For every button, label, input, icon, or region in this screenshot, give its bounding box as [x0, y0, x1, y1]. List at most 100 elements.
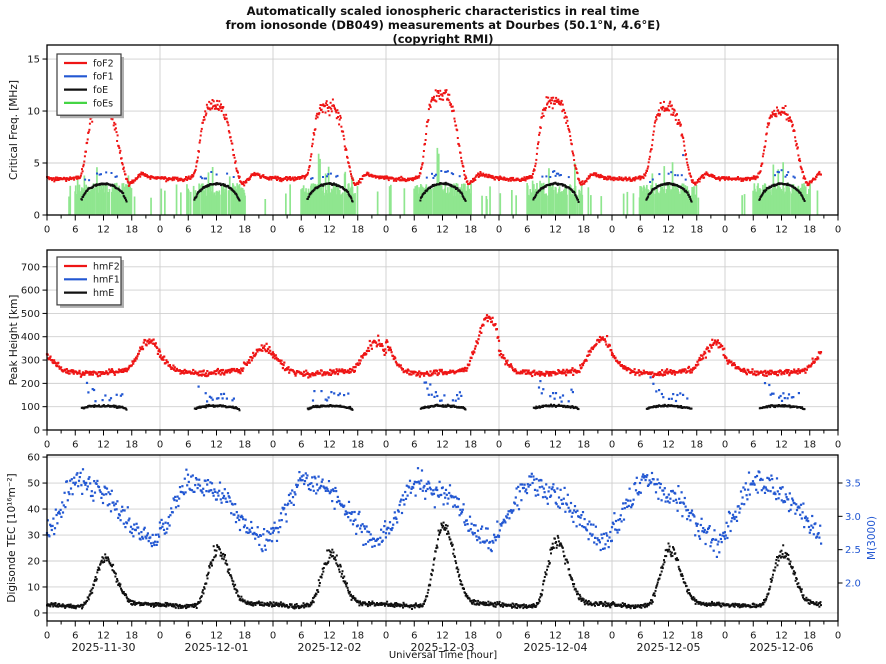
hour-tick-label: 12: [775, 225, 788, 236]
hour-tick-label: 0: [157, 225, 163, 236]
y-tick-label: 400: [21, 332, 40, 343]
series-hmF1: [85, 376, 800, 403]
legend-label-foEs: foEs: [93, 98, 113, 109]
hour-tick-label: 0: [44, 225, 50, 236]
hour-tick-label: 0: [496, 440, 502, 451]
hour-tick-label: 6: [185, 440, 191, 451]
date-label: 2025-12-05: [637, 641, 701, 654]
hour-tick-label: 6: [524, 631, 530, 642]
hour-tick-label: 12: [436, 631, 449, 642]
hour-tick-label: 12: [662, 225, 675, 236]
hour-tick-label: 0: [44, 631, 50, 642]
hour-tick-label: 18: [125, 631, 138, 642]
y-tick-label: 200: [21, 379, 40, 390]
panel-grid-peak-height: [47, 250, 838, 430]
hour-tick-label: 18: [803, 440, 816, 451]
hour-tick-label: 0: [835, 225, 841, 236]
hour-tick-label: 6: [750, 631, 756, 642]
date-label: 2025-12-04: [524, 641, 588, 654]
y-tick-label: 0: [34, 608, 40, 619]
y-tick-label: 10: [27, 107, 40, 118]
hour-tick-label: 18: [125, 225, 138, 236]
right-y-tick-label: 2.0: [845, 579, 861, 590]
legend-label-hmF1: hmF1: [93, 275, 120, 286]
hour-tick-label: 12: [210, 631, 223, 642]
hour-tick-label: 0: [270, 440, 276, 451]
hour-tick-label: 0: [722, 440, 728, 451]
y-tick-label: 15: [27, 55, 40, 66]
hour-tick-label: 18: [351, 631, 364, 642]
hour-tick-label: 6: [72, 440, 78, 451]
hour-tick-label: 6: [411, 225, 417, 236]
hour-tick-label: 0: [835, 631, 841, 642]
hour-tick-label: 6: [637, 225, 643, 236]
hour-tick-label: 6: [298, 440, 304, 451]
hour-tick-label: 0: [157, 631, 163, 642]
hour-tick-label: 12: [549, 440, 562, 451]
y-tick-label: 60: [27, 453, 40, 464]
hour-tick-label: 18: [690, 225, 703, 236]
date-label: 2025-11-30: [72, 641, 136, 654]
series-foF2: [46, 89, 822, 187]
y-axis-label-peak-height: Peak Height [km]: [8, 294, 20, 386]
hour-tick-label: 12: [97, 440, 110, 451]
hour-tick-label: 0: [722, 225, 728, 236]
hour-tick-label: 12: [97, 631, 110, 642]
hour-tick-label: 6: [637, 440, 643, 451]
legend-label-foE: foE: [93, 85, 108, 96]
right-y-tick-label: 3.0: [845, 512, 861, 523]
hour-tick-label: 0: [609, 631, 615, 642]
y-tick-label: 40: [27, 505, 40, 516]
hour-tick-label: 18: [690, 631, 703, 642]
hour-tick-label: 6: [298, 225, 304, 236]
series-foF1: [84, 154, 796, 183]
legend-label-hmF2: hmF2: [93, 261, 120, 272]
hour-tick-label: 12: [662, 440, 675, 451]
legend-critical-frequency: foF2 foF1 foE foEs: [56, 53, 124, 119]
hour-tick-label: 12: [323, 631, 336, 642]
hour-tick-label: 0: [609, 225, 615, 236]
hour-tick-label: 18: [351, 440, 364, 451]
hour-tick-label: 6: [524, 225, 530, 236]
y-tick-label: 700: [21, 262, 40, 273]
hour-tick-label: 6: [524, 440, 530, 451]
y-axis-label-digisonde-tec: Digisonde TEC [10¹⁶m⁻²]: [6, 473, 18, 603]
hour-tick-label: 6: [298, 631, 304, 642]
series-TEC: [46, 521, 822, 610]
hour-tick-label: 0: [383, 225, 389, 236]
hour-tick-label: 18: [125, 440, 138, 451]
y-axis-label-m3000: M(3000): [866, 516, 878, 560]
y-tick-label: 0: [34, 426, 40, 437]
hour-tick-label: 18: [238, 440, 251, 451]
series-hmE: [80, 403, 806, 412]
date-label: 2025-12-03: [411, 641, 475, 654]
hour-tick-label: 6: [72, 225, 78, 236]
series-foE: [80, 181, 806, 203]
hour-tick-label: 18: [238, 631, 251, 642]
hour-tick-label: 18: [577, 225, 590, 236]
hour-tick-label: 12: [323, 225, 336, 236]
y-axis-label-critical-freq: Critical Freq. [MHz]: [8, 80, 20, 180]
hour-tick-label: 0: [609, 440, 615, 451]
hour-tick-label: 0: [496, 225, 502, 236]
hour-tick-label: 0: [383, 440, 389, 451]
hour-tick-label: 12: [775, 631, 788, 642]
legend-peak-height: hmF2 hmF1 hmE: [56, 256, 124, 308]
hour-tick-label: 18: [351, 225, 364, 236]
y-tick-label: 100: [21, 402, 40, 413]
panel-axes-critical-frequency: 0 5 10 15 0 6 12 18 0 6 12 18 0 6 12 18 0 6 12 18 0 6 12 18 0 6 12…: [27, 44, 841, 236]
hour-tick-label: 18: [464, 631, 477, 642]
hour-tick-label: 12: [436, 440, 449, 451]
hour-tick-label: 6: [185, 631, 191, 642]
right-y-tick-label: 2.5: [845, 545, 861, 556]
date-label: 2025-12-01: [185, 641, 249, 654]
hour-tick-label: 12: [775, 440, 788, 451]
hour-tick-label: 12: [210, 225, 223, 236]
y-tick-label: 50: [27, 479, 40, 490]
hour-tick-label: 18: [577, 440, 590, 451]
hour-tick-label: 12: [323, 440, 336, 451]
hour-tick-label: 18: [803, 225, 816, 236]
